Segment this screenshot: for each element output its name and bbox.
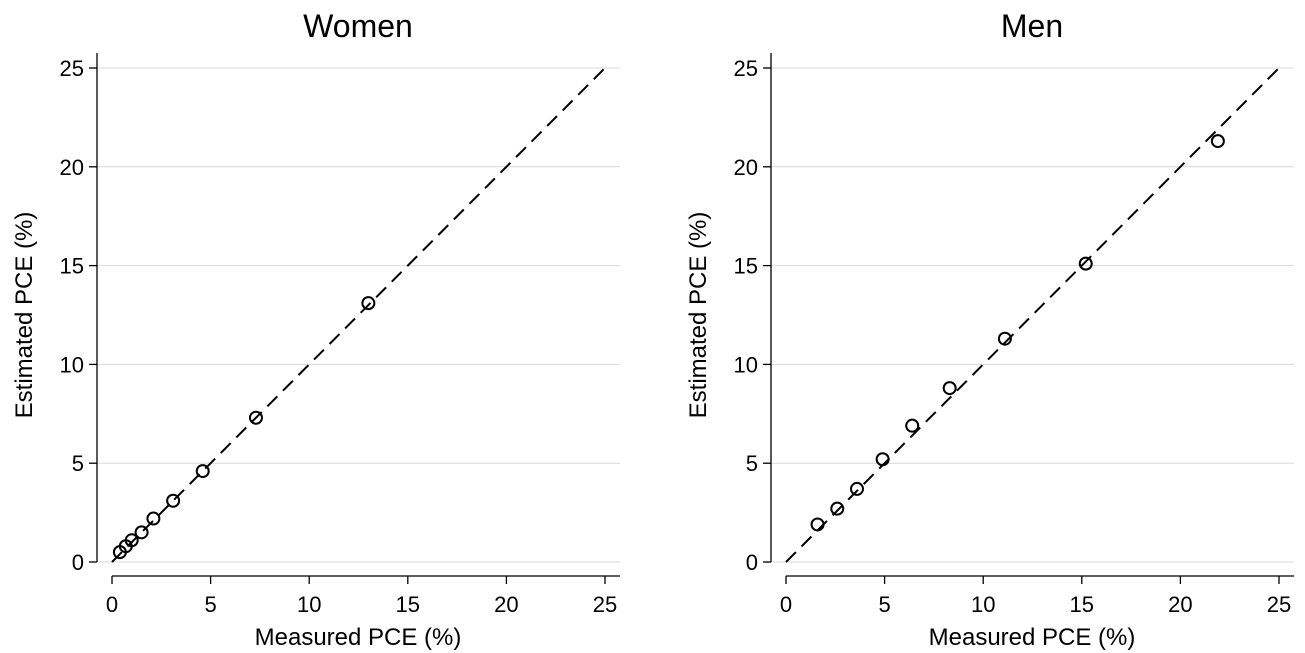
chart-panel-women: Women Estimated PCE (%) Measured PCE (%)… bbox=[11, 8, 620, 651]
data-point bbox=[1078, 256, 1093, 271]
x-tick-label: 25 bbox=[1267, 592, 1291, 617]
x-tick-label: 0 bbox=[106, 592, 118, 617]
x-tick-label: 10 bbox=[971, 592, 995, 617]
data-point bbox=[248, 410, 263, 425]
reference-line bbox=[111, 67, 606, 563]
x-axis-label: Measured PCE (%) bbox=[255, 624, 462, 651]
x-tick-label: 10 bbox=[297, 592, 321, 617]
data-point bbox=[849, 481, 864, 496]
x-tick-label: 20 bbox=[1168, 592, 1192, 617]
x-tick-label: 15 bbox=[396, 592, 420, 617]
data-point bbox=[830, 501, 845, 516]
data-point bbox=[875, 452, 890, 467]
y-tick-label: 0 bbox=[746, 550, 758, 575]
y-tick-label: 15 bbox=[734, 254, 758, 279]
x-tick-label: 5 bbox=[204, 592, 216, 617]
chart-title: Men bbox=[1001, 8, 1063, 44]
chart-panel-men: Men Estimated PCE (%) Measured PCE (%) 0… bbox=[685, 8, 1294, 651]
y-tick-label: 5 bbox=[746, 451, 758, 476]
data-point bbox=[1210, 134, 1225, 149]
data-point bbox=[997, 331, 1012, 346]
reference-line bbox=[785, 67, 1280, 563]
x-axis-label: Measured PCE (%) bbox=[929, 624, 1136, 651]
data-point bbox=[166, 493, 181, 508]
x-tick-label: 25 bbox=[593, 592, 617, 617]
data-point bbox=[124, 533, 139, 548]
y-tick-label: 15 bbox=[60, 254, 84, 279]
y-tick-label: 20 bbox=[734, 155, 758, 180]
y-tick-label: 10 bbox=[734, 352, 758, 377]
y-axis-label: Estimated PCE (%) bbox=[11, 212, 38, 419]
x-tick-label: 5 bbox=[878, 592, 890, 617]
y-axis-label: Estimated PCE (%) bbox=[685, 212, 712, 419]
x-tick-label: 0 bbox=[780, 592, 792, 617]
data-point bbox=[942, 381, 957, 396]
y-tick-label: 25 bbox=[60, 56, 84, 81]
data-point bbox=[905, 418, 920, 433]
x-tick-label: 15 bbox=[1070, 592, 1094, 617]
data-point bbox=[361, 296, 376, 311]
y-tick-label: 10 bbox=[60, 352, 84, 377]
data-point bbox=[810, 517, 825, 532]
data-point bbox=[134, 525, 149, 540]
data-point bbox=[146, 511, 161, 526]
y-tick-label: 20 bbox=[60, 155, 84, 180]
x-tick-label: 20 bbox=[494, 592, 518, 617]
y-tick-label: 25 bbox=[734, 56, 758, 81]
data-point bbox=[195, 464, 210, 479]
y-tick-label: 0 bbox=[72, 550, 84, 575]
chart-title: Women bbox=[303, 8, 413, 44]
y-tick-label: 5 bbox=[72, 451, 84, 476]
